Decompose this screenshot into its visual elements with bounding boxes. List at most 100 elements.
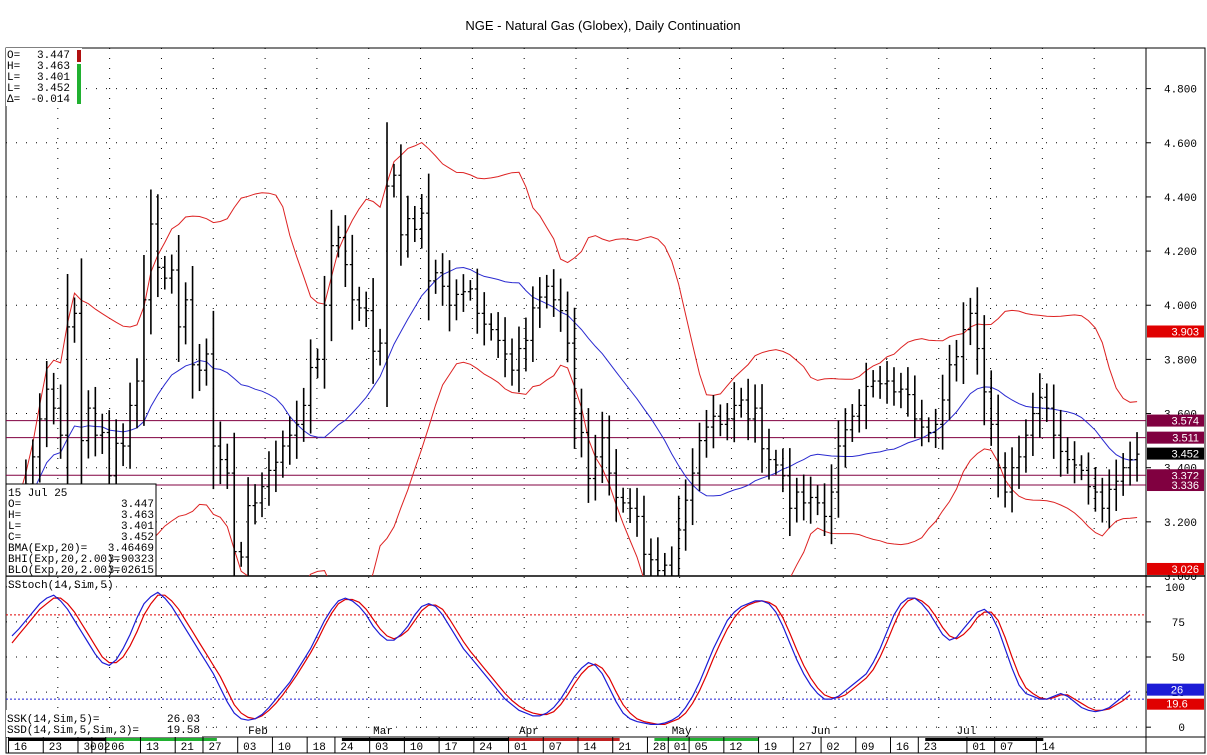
ohlc-bar [884,361,890,404]
ohlc-bar [627,488,633,523]
value-badge-label: 3.511 [1172,433,1199,445]
ohlc-bar [988,370,994,446]
x-tick-label: 07 [549,742,562,754]
ohlc-bar [217,421,223,485]
ohlc-bar [822,483,828,536]
ohlc-bar [953,339,959,382]
x-tick-label: 23 [49,742,62,754]
x-tick-label: 07 [1000,742,1013,754]
ohlc-bar [377,328,383,366]
ohlc-bar [287,416,293,465]
ohlc-bar [301,387,307,442]
ohlc-bar [259,472,265,518]
ohlc-bar [620,487,626,513]
ohlc-bar [315,348,321,379]
ohlc-bar [676,495,682,576]
ohlc-bar [419,194,425,249]
ohlc-bar [92,386,98,457]
date-x-axis: 16 23 30 02 06 13 21 27 03 10 18 24 03 10 17 24 01 07 14 21… [8,726,1055,754]
ohlc-bar [176,235,182,362]
ssd-label: SSD(14,Sim,5,Sim,3)= [7,725,139,737]
y-tick-label: 4.200 [1164,247,1197,259]
stoch-tick-label: 75 [1172,618,1185,630]
ohlc-bar [724,403,730,441]
info-box: 15 Jul 25O= 3.447 H= 3.463 L= 3.401 C= 3.452 BMA… [5,483,157,577]
readout-bar-down [77,50,81,62]
ohlc-bar [1113,459,1119,511]
x-tick-label: 13 [146,742,159,754]
ohlc-bar [99,413,105,454]
ohlc-bar [1044,383,1050,422]
ohlc-bar [363,291,369,327]
ohlc-bar [773,449,779,475]
ohlc-bar [148,189,154,335]
stochastic-labels: SStoch(14,Sim,5) SSK(14,Sim,5)= 26.03 SSD(1… [6,580,202,737]
ohlc-bar [1134,432,1140,482]
ohlc-bar [183,282,189,345]
ohlc-bar [877,365,883,399]
ohlc-bar [641,495,647,576]
stoch-tick-label: 100 [1165,583,1185,595]
ohlc-bar [933,408,939,448]
ohlc-bar [808,476,814,524]
y-tick-label: 4.800 [1164,85,1197,97]
ohlc-bar [683,479,689,551]
x-tick-label: 18 [313,742,326,754]
ohlc-bar [1023,419,1029,473]
x-tick-label: 16 [14,742,27,754]
ohlc-bar [280,430,286,478]
info-value: 3.46469 [108,543,154,555]
info-value: 3.447 [121,499,154,511]
ohlc-bar [72,297,78,343]
ohlc-bar [891,367,897,406]
ohlc-bar [967,297,973,346]
x-tick-label: 02 [827,742,840,754]
info-box-frame [5,483,157,577]
ohlc-bar [544,274,550,309]
right-value-labels: 3.9033.5743.5113.4523.3723.3363.0262619.… [1147,325,1204,711]
ohlc-bar [655,537,661,576]
ohlc-bar [585,408,591,503]
ohlc-bar [447,260,453,332]
ohlc-bar [960,302,966,384]
value-badge [1147,562,1204,575]
value-badge-label: 3.452 [1171,449,1199,461]
month-label: Apr [519,726,539,738]
outer-frame [5,47,1206,754]
month-label: Jul [956,726,976,738]
y-tick-label: 4.600 [1164,139,1197,151]
info-value: 3.452 [121,532,154,544]
ohlc-bar [1037,373,1043,438]
ssk-label: SSK(14,Sim,5)= [7,714,99,726]
ohlc-bar [245,477,251,576]
ohlc-bar [995,394,1001,498]
readout-bg [6,48,82,106]
ohlc-bar [356,286,362,321]
x-tick-label: 12 [729,742,742,754]
ohlc-bar [481,292,487,346]
ohlc-bar [572,307,578,449]
ohlc-bar [294,400,300,459]
ohlc-bar [1120,453,1126,496]
period-band [925,738,1044,741]
ohlc-bar [1016,435,1022,489]
ohlc-bar [495,312,501,358]
ohlc-bar [842,408,848,468]
ohlc-bar [745,378,751,441]
ohlc-bar [731,382,737,443]
ohlc-bar [849,404,855,442]
ohlc-bar [697,422,703,491]
readout-label: L= [7,72,20,84]
ohlc-bar [1009,447,1015,513]
month-label: Mar [373,726,393,738]
ohlc-bar [1078,455,1084,481]
stoch-tick-label: 50 [1172,653,1185,665]
period-band [8,738,106,741]
ohlc-bar [502,317,508,378]
ohlc-bar [1085,452,1091,505]
ohlc-bar [141,255,147,426]
readout-label: H= [7,61,20,73]
value-badge-label: 3.026 [1171,564,1199,576]
x-tick-label: 14 [583,742,597,754]
